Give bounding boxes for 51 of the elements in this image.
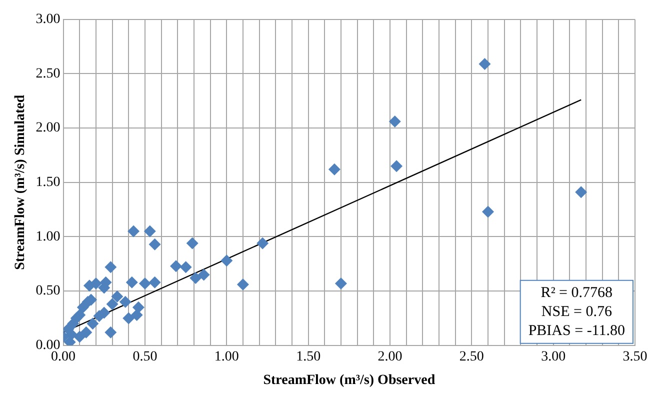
y-tick-label: 2.00 [36,120,60,136]
annotation: R² = 0.7768 [540,284,613,301]
point [390,160,403,172]
point [76,301,89,314]
point [186,237,198,250]
point [119,296,132,308]
point [180,261,192,274]
point [104,261,117,274]
point [236,278,249,291]
point [478,58,491,70]
point [106,298,118,310]
y-tick-label: 0.50 [36,284,60,299]
x-tick-label: 2.50 [459,349,484,364]
point [138,277,151,290]
point [111,290,124,302]
point [126,276,138,288]
annotation: NSE = 0.76 [541,304,612,320]
point [575,186,588,198]
point [83,280,96,292]
point [190,272,202,284]
point [74,330,86,343]
y-tick-label: 1.50 [36,175,60,190]
point [170,260,182,272]
point [86,318,99,330]
point [328,163,340,176]
point [130,308,143,321]
point [104,326,117,338]
x-tick-label: 1.50 [296,349,321,364]
x-tick-label: 3.50 [622,349,648,364]
x-tick-label: 3.00 [541,349,566,364]
y-tick-label: 1.00 [36,229,60,244]
point [220,254,233,267]
y-tick-label: 2.50 [36,66,60,82]
annotation: PBIAS = -11.80 [528,322,626,339]
point [482,206,494,218]
point [144,225,156,238]
y-axis-title: StreamFlow (m³/s) Simulated [13,94,28,270]
point [148,276,161,288]
point [198,268,210,281]
point [256,237,269,250]
point [388,116,401,128]
point [148,238,161,250]
x-tick-label: 0.50 [132,349,158,364]
point [128,225,140,238]
x-tick-label: 2.00 [378,349,402,364]
point [122,312,135,324]
y-tick-label: 3.00 [36,12,60,28]
x-tick-label: 0.00 [51,349,76,364]
x-tick-label: 1.00 [214,349,239,364]
point [334,277,347,290]
x-axis-title: StreamFlow (m³/s) Observed [263,373,436,388]
